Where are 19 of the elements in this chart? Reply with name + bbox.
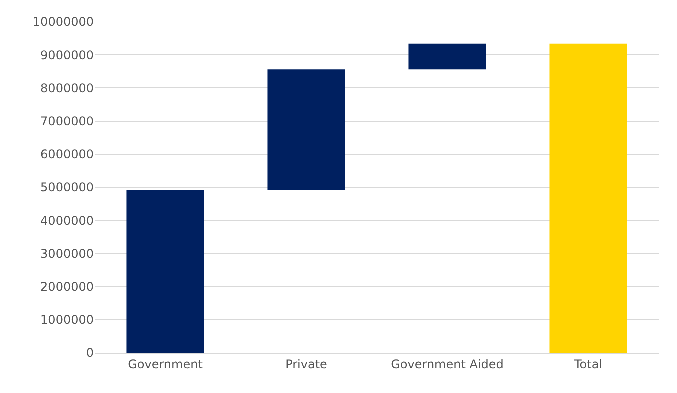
y-tick-label: 10000000 [32, 15, 94, 30]
y-tick-label: 8000000 [40, 81, 94, 96]
y-tick-label: 2000000 [40, 280, 94, 294]
x-tick-label: Total [573, 357, 603, 372]
y-tick-label: 5000000 [40, 180, 94, 195]
y-tick-label: 6000000 [40, 148, 94, 162]
bar [408, 44, 486, 70]
y-tick-label: 0 [86, 346, 94, 360]
x-tick-label: Government [128, 357, 204, 372]
x-tick-label: Private [286, 357, 328, 372]
y-tick-label: 1000000 [40, 313, 94, 328]
y-tick-label: 4000000 [40, 214, 94, 228]
bar [268, 70, 346, 190]
bar [126, 190, 204, 353]
y-tick-label: 7000000 [40, 114, 94, 128]
y-tick-label: 9000000 [40, 48, 94, 62]
x-tick-label: Government Aided [391, 357, 504, 372]
y-tick-label: 3000000 [40, 246, 94, 261]
bar [550, 44, 628, 353]
